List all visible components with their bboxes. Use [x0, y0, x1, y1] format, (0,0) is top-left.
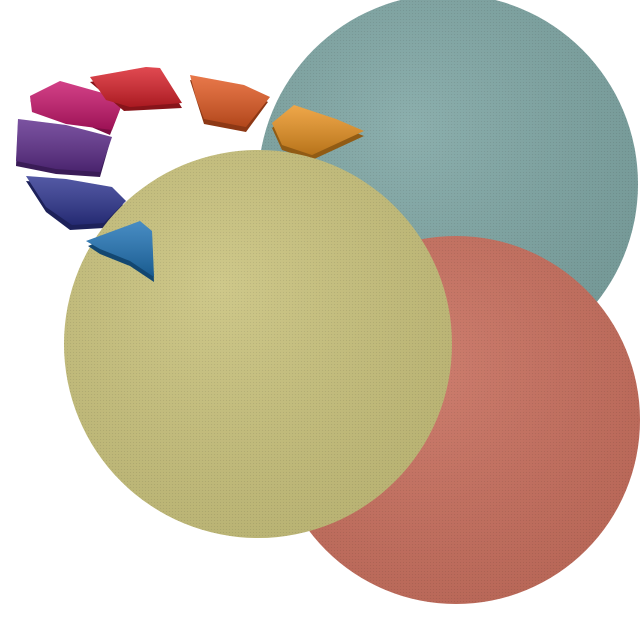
spectrum-arc	[16, 67, 364, 230]
spectrum-segment-violet	[16, 119, 112, 177]
spectrum-segment-red	[90, 67, 182, 111]
spectrum-segment-magenta	[30, 81, 124, 135]
spectrum-segment-orange	[190, 75, 270, 132]
spectrum-segment-amber	[272, 105, 364, 160]
spectrum-segment-blue	[86, 221, 154, 282]
spectrum-segment-indigo	[26, 176, 126, 230]
khaki-disc	[64, 150, 452, 538]
